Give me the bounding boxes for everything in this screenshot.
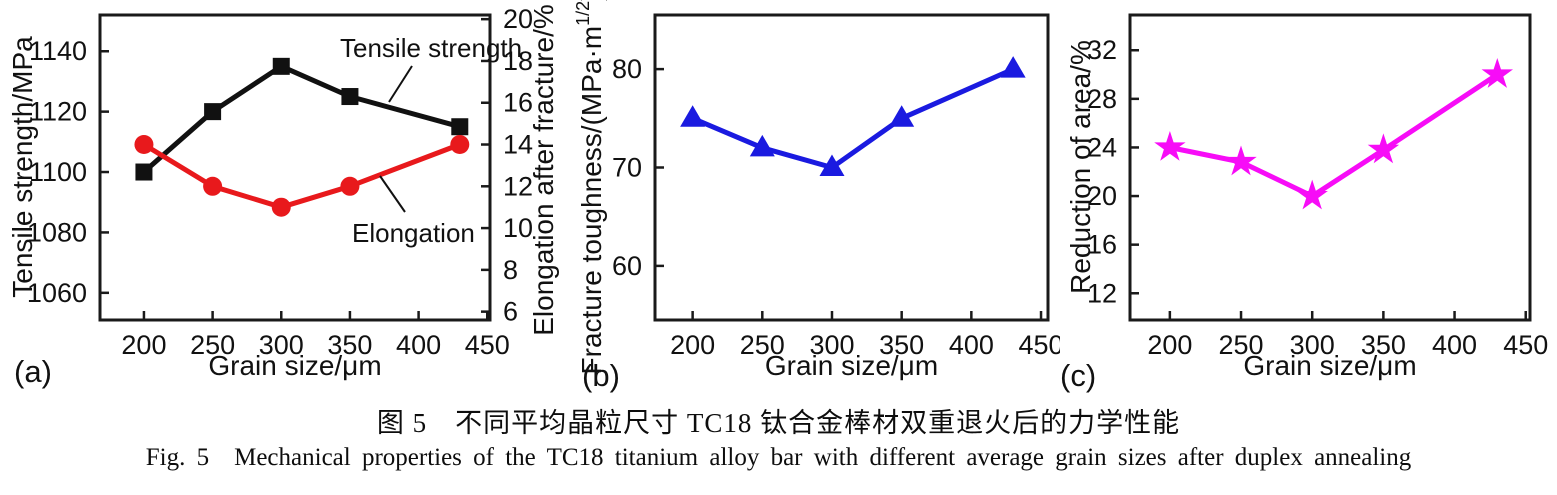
elongation-marker-circle	[450, 135, 470, 155]
x-tick-label: 400	[1432, 330, 1477, 360]
y-tick-label-right: 8	[503, 255, 518, 285]
plot-border	[98, 13, 492, 322]
y-tick-label-left: 12	[1087, 278, 1117, 308]
x-axis-label: Grain size/μm	[1243, 350, 1416, 381]
y-tick-label-left: 24	[1087, 132, 1117, 162]
y-axis-label-left: Tensile strength/MPa	[7, 36, 38, 298]
reduction-of-area-marker-star	[1296, 179, 1328, 210]
reduction-of-area-marker-star	[1225, 145, 1257, 176]
chart-b-fracture-toughness: 200 250 300 350 400 450 60 70 80 Grain size/μm Fra…	[573, 0, 1060, 393]
figure-caption: 图 5 不同平均晶粒尺寸 TC18 钛合金棒材双重退火后的力学性能 Fig. 5…	[0, 405, 1557, 475]
elongation-marker-circle	[134, 135, 154, 155]
x-tick-label: 250	[190, 330, 235, 360]
x-tick-label: 400	[949, 330, 994, 360]
x-tick-label: 200	[1147, 330, 1192, 360]
elongation-line	[142, 142, 461, 210]
caption-english: Fig. 5 Mechanical properties of the TC18…	[145, 444, 1412, 471]
panel-label-b: (b)	[582, 358, 620, 393]
y-tick-label-right: 20	[503, 4, 533, 34]
y-tick-label-right: 18	[503, 46, 533, 76]
y-tick-label-left: 1140	[29, 36, 87, 66]
annotation-leader-line	[379, 175, 406, 213]
x-axis-label: Grain size/μm	[765, 350, 938, 381]
y-tick-label-left: 70	[612, 153, 642, 183]
y-tick-label-left: 80	[612, 54, 642, 84]
reduction-of-area-line	[1169, 72, 1499, 199]
x-tick-label: 350	[1361, 330, 1406, 360]
y-tick-label-left: 20	[1087, 181, 1117, 211]
x-tick-label: 200	[121, 330, 166, 360]
tensile-strength-marker-square	[451, 118, 469, 136]
fracture-toughness-marker-triangle	[889, 105, 915, 127]
panel-label-c: (c)	[1060, 358, 1096, 393]
y-tick-label-left: 28	[1087, 84, 1117, 114]
tensile-strength-marker-square	[204, 103, 222, 121]
y-tick-label-left: 16	[1087, 230, 1117, 260]
y-tick-label-left: 1100	[29, 157, 87, 187]
x-tick-label: 450	[1019, 330, 1060, 360]
y-tick-label-right: 10	[503, 213, 533, 243]
caption-chinese: 图 5 不同平均晶粒尺寸 TC18 钛合金棒材双重退火后的力学性能	[376, 408, 1181, 438]
fracture-toughness-marker-triangle	[749, 134, 775, 157]
x-tick-label: 200	[670, 330, 715, 360]
x-axis-label: Grain size/μm	[208, 350, 381, 381]
panel-label-a: (a)	[14, 354, 52, 389]
reduction-of-area-marker-star	[1154, 131, 1186, 161]
x-tick-label: 300	[1290, 330, 1335, 360]
tensile-strength-line	[142, 63, 461, 174]
fracture-toughness-line	[691, 66, 1015, 170]
x-tick-label: 450	[1503, 330, 1548, 360]
elongation-marker-circle	[340, 176, 360, 196]
y-tick-label-right: 6	[503, 297, 518, 327]
y-tick-label-right: 16	[503, 88, 533, 118]
tensile-strength-marker-square	[272, 57, 290, 75]
y-tick-label-left: 1060	[27, 278, 87, 308]
fracture-toughness-marker-triangle	[680, 105, 706, 127]
reduction-of-area-marker-star	[1367, 133, 1400, 164]
fracture-toughness-marker-triangle	[1000, 56, 1026, 78]
x-tick-label: 350	[327, 330, 372, 360]
x-tick-label: 250	[1219, 330, 1264, 360]
chart-c-reduction-of-area: 200 250 300 350 400 450 12 16 20 24 28 32 Grain size…	[1060, 13, 1548, 393]
y-tick-label-right: 14	[503, 130, 533, 160]
y-tick-label-left: 1080	[27, 217, 87, 247]
x-tick-label: 300	[809, 330, 854, 360]
chart-a-tensile-strength-elongation: 200 250 300 350 400 450 1060 1080 1100 1120 1140 6 8…	[7, 4, 559, 389]
annotation-leader-line	[388, 65, 413, 103]
y-axis-label-right: Elongation after fracture/%	[528, 4, 559, 336]
x-tick-label: 250	[740, 330, 785, 360]
figure-panels: 200 250 300 350 400 450 1060 1080 1100 1120 1140 6 8…	[7, 0, 1548, 393]
x-tick-label: 450	[465, 330, 510, 360]
annotation-elongation: Elongation	[352, 218, 475, 248]
y-axis-label-left: Reduction of area/%	[1065, 40, 1096, 294]
elongation-marker-circle	[271, 197, 291, 217]
y-tick-label-left: 60	[612, 251, 642, 281]
x-tick-label: 300	[259, 330, 304, 360]
plot-border	[653, 13, 1050, 322]
elongation-marker-circle	[203, 176, 223, 196]
x-tick-label: 350	[879, 330, 924, 360]
y-tick-label-right: 12	[503, 171, 533, 201]
fracture-toughness-marker-triangle	[819, 154, 845, 176]
y-tick-label-left: 32	[1087, 35, 1117, 65]
y-tick-label-left: 1120	[29, 97, 87, 127]
reduction-of-area-marker-star	[1481, 58, 1513, 88]
tensile-strength-marker-square	[135, 163, 153, 181]
tensile-strength-marker-square	[341, 88, 359, 106]
y-axis-label-left: Fracture toughness/(MPa·m1/2)	[573, 0, 607, 374]
annotation-tensile-strength: Tensile strength	[340, 33, 522, 63]
x-tick-label: 400	[396, 330, 441, 360]
plot-border	[1128, 13, 1532, 322]
